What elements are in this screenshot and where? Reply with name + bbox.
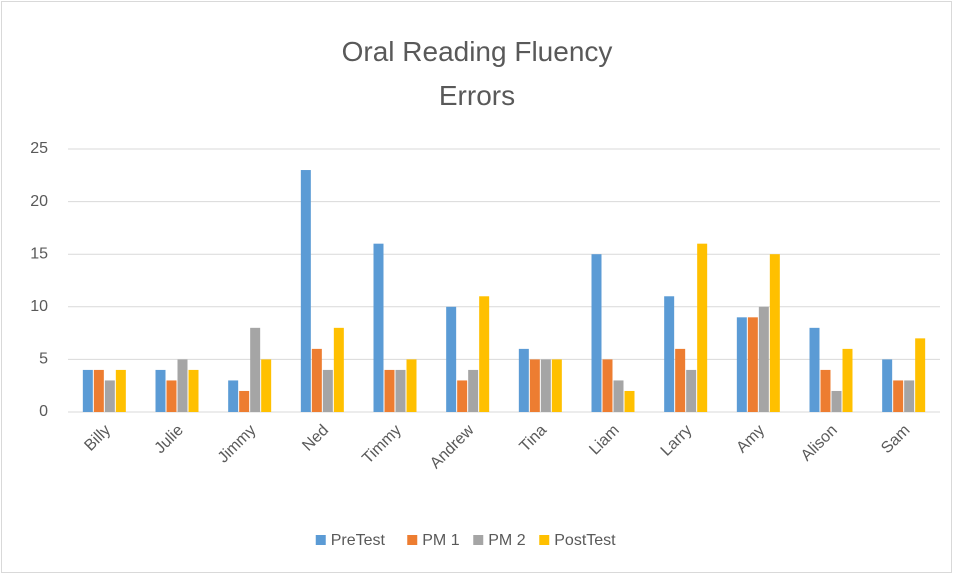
bar [736,317,747,412]
legend-swatch [407,535,418,545]
bar [261,359,272,412]
bar [479,296,490,412]
bar [446,306,457,412]
bar [468,369,479,412]
bar [228,380,239,412]
chart-title: Oral Reading Fluency Errors [341,36,613,111]
bar [518,348,529,412]
bar [831,390,842,412]
bar [333,327,344,412]
bar [93,369,104,412]
bar [882,359,893,412]
legend-label: PostTest [554,532,616,549]
bar [188,369,199,412]
y-tick-label: 25 [30,140,48,157]
legend-swatch [315,535,326,545]
bar [155,369,166,412]
legend-label: PM 2 [488,532,525,549]
bar [664,296,675,412]
bar [457,380,468,412]
y-tick-label: 5 [39,351,48,368]
bar [904,380,915,412]
bar [686,369,697,412]
bar [104,380,115,412]
bar [373,243,384,412]
bar [322,369,333,412]
bar [239,390,250,412]
bar [82,369,93,412]
bar [177,359,188,412]
y-tick-label: 10 [30,298,48,315]
bar [311,348,322,412]
bar [540,359,551,412]
bar [395,369,406,412]
bar [115,369,126,412]
bar [602,359,613,412]
bar [915,338,926,412]
bar [820,369,831,412]
bar [769,254,780,412]
legend-swatch [539,535,550,545]
bar [166,380,177,412]
bar [250,327,261,412]
bar [551,359,562,412]
legend-label: PreTest [331,532,386,549]
bar [697,243,708,412]
bar [406,359,417,412]
y-tick-label: 20 [30,193,48,210]
legend-swatch [473,535,484,545]
legend-label: PM 1 [422,532,459,549]
bar [809,327,820,412]
bar [384,369,395,412]
bar [747,317,758,412]
bar [591,254,602,412]
y-tick-label: 0 [39,403,48,420]
bar [300,170,311,412]
bar [675,348,686,412]
bar [529,359,540,412]
bar [613,380,624,412]
y-tick-label: 15 [30,245,48,262]
bar [624,390,635,412]
bar [758,306,769,412]
bar [893,380,904,412]
bar [842,348,853,412]
